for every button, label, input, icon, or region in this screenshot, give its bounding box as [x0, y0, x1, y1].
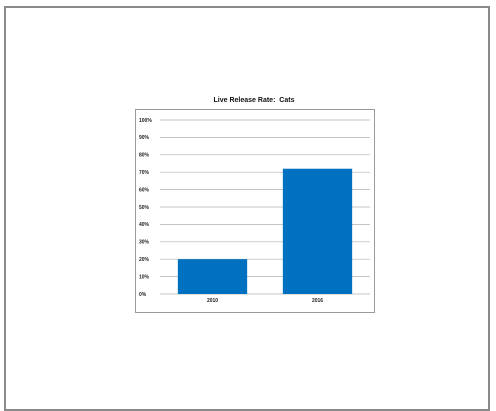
y-tick-label: 40% [139, 222, 150, 228]
y-tick-label: 0% [139, 292, 147, 298]
y-tick-label: 70% [139, 170, 150, 176]
x-tick-label: 2010 [207, 298, 218, 304]
x-axis-ticks: 2010 2016 [207, 298, 323, 304]
y-tick-label: 90% [139, 135, 150, 141]
y-tick-label: 10% [139, 274, 150, 280]
bar-2010 [177, 259, 248, 294]
y-tick-label: 100% [139, 118, 152, 124]
bars [177, 168, 353, 294]
y-tick-label: 30% [139, 240, 150, 246]
y-tick-label: 60% [139, 187, 150, 193]
x-tick-label: 2016 [312, 298, 323, 304]
y-axis-ticks: 0% 10% 20% 30% 40% 50% 60% 70% 80% 90% 100% [139, 118, 152, 298]
chart-title: Live Release Rate: Cats [213, 97, 295, 104]
y-tick-label: 20% [139, 257, 150, 263]
bar-chart: 0%10%20%30%40%50%60%70%80%90%100% 2010 20… [139, 118, 370, 304]
y-tick-label: 50% [139, 205, 150, 211]
bar-2016 [282, 168, 353, 294]
chart-frame: 0% 10% 20% 30% 40% 50% 60% 70% 80% 90% 100% 2010 20… [135, 109, 375, 313]
y-tick-label: 80% [139, 153, 150, 159]
